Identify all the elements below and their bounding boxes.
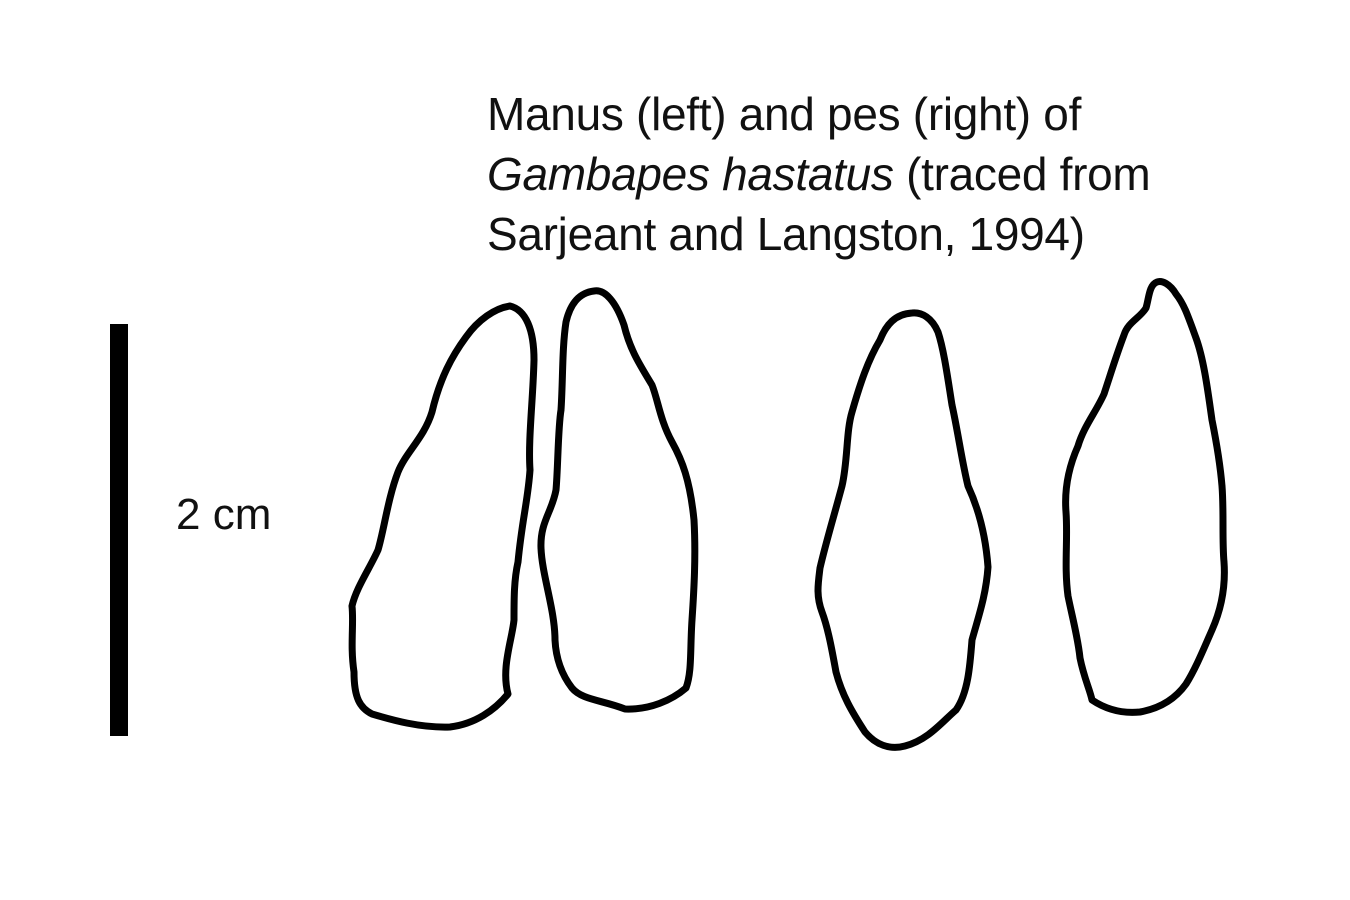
scale-bar	[110, 324, 128, 736]
pes-right-outline	[1062, 278, 1228, 716]
caption-line-2: Gambapes hastatus (traced from	[487, 144, 1267, 204]
manus-left-outline	[348, 302, 538, 731]
manus-right-outline	[537, 287, 699, 713]
caption-line-2-rest: (traced from	[893, 148, 1151, 200]
caption-line-3: Sarjeant and Langston, 1994)	[487, 208, 1085, 260]
caption-line-1: Manus (left) and pes (right) of	[487, 88, 1082, 140]
figure-caption: Manus (left) and pes (right) of Gambapes…	[487, 84, 1267, 264]
species-name: Gambapes hastatus	[487, 148, 894, 200]
scale-bar-label: 2 cm	[176, 490, 272, 539]
pes-left-outline	[814, 309, 992, 751]
